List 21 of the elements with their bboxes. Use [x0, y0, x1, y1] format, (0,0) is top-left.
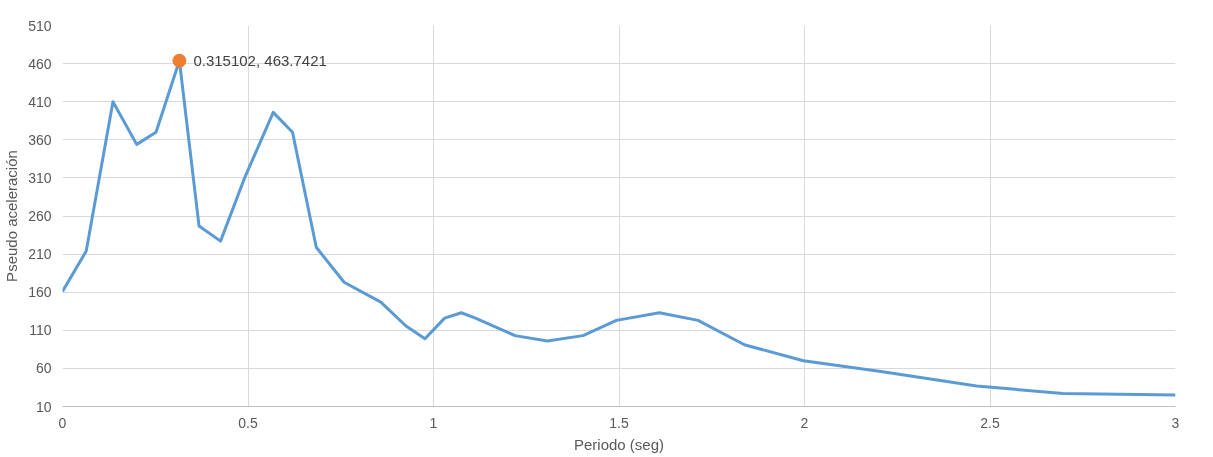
x-tick-label: 0.5 [238, 414, 258, 431]
x-tick-label: 2 [800, 414, 809, 431]
y-tick-label: 110 [29, 322, 52, 339]
x-tick-label: 1.5 [609, 414, 629, 431]
y-tick-label: 410 [28, 93, 52, 110]
y-tick-label: 210 [28, 246, 52, 263]
y-tick-label: 160 [28, 284, 52, 301]
x-axis-title: Periodo (seg) [573, 435, 665, 453]
y-tick-label: 310 [28, 169, 52, 186]
y-axis-title: Pseudo aceleración [3, 150, 21, 282]
y-tick-label: 360 [28, 131, 52, 148]
y-tick-label: 10 [35, 398, 52, 415]
x-tick-label: 3 [1171, 414, 1180, 431]
x-tick-label: 1 [429, 414, 438, 431]
y-tick-label: 460 [28, 55, 52, 72]
annotation: 0.315102, 463.7421 [193, 52, 327, 70]
x-tick-label: 2.5 [980, 414, 1000, 431]
y-tick-label: 260 [28, 208, 52, 224]
x-tick-label: 0 [58, 414, 67, 431]
y-tick-label: 510 [28, 17, 52, 34]
y-tick-label: 60 [35, 360, 52, 377]
